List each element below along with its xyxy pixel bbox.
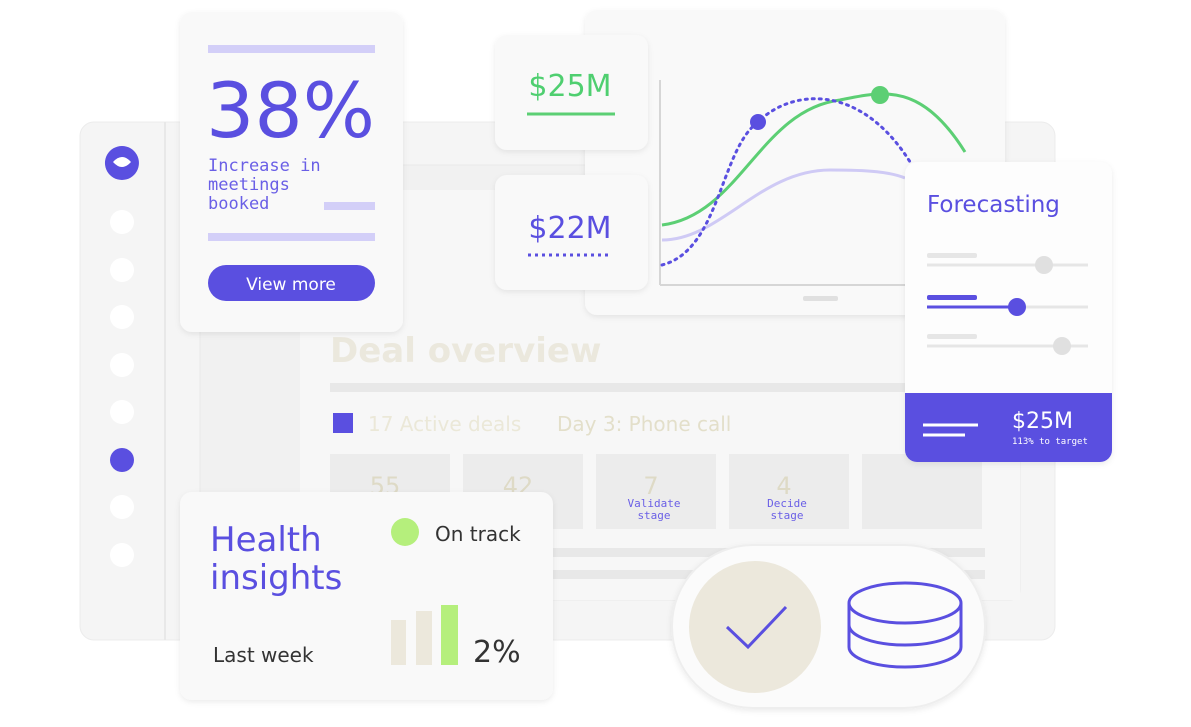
button-label[interactable]: View more [246,275,336,295]
health-title-line: insights [210,558,342,598]
check-icon [725,605,788,650]
forecasting-card [905,162,1112,462]
curve-point [750,114,766,130]
nav-dot[interactable] [110,258,134,282]
slider-thumb[interactable] [1008,298,1026,316]
stat-label: Decide [767,497,807,510]
forecast-footer [905,393,1112,462]
status: On track [435,522,521,546]
nav-dot[interactable] [110,353,134,377]
forecast-title: Forecasting [927,192,1060,218]
slider-label [927,295,977,300]
slider-label [927,253,977,258]
view-more-button[interactable] [208,265,375,301]
amount: $22M [528,211,611,246]
row-line [330,570,985,579]
amount-card [495,175,648,290]
stat: 38% [206,66,375,155]
nav-dot-active[interactable] [110,448,134,472]
mini-bar [391,620,406,665]
chart-panel [585,10,1005,315]
step: Day 3: Phone call [557,412,731,436]
period: Last week [213,643,314,667]
description-line: meetings [208,175,290,195]
status-dot [391,518,419,546]
stat-value: 7 [643,472,658,500]
stat-label: Validate [628,497,681,510]
legend-square [333,413,353,433]
meetings-card [180,12,403,332]
slider-label [927,334,977,339]
stat-box [729,454,849,529]
nav-dot[interactable] [110,543,134,567]
description-line: Increase in [208,156,321,176]
slider-thumb[interactable] [1053,337,1071,355]
stat-box [862,454,982,529]
logo-mark [113,157,131,167]
deal-title: Deal overview [330,331,601,371]
description-line: booked [208,194,269,214]
amount: $25M [528,69,611,104]
stat-box [596,454,716,529]
check-button[interactable] [689,561,821,693]
placeholder-bar [208,233,375,241]
nav-dot[interactable] [110,400,134,424]
amount-card [495,35,648,150]
row-line [330,548,985,557]
nav-dot[interactable] [110,495,134,519]
health-card [180,492,553,700]
sliders [927,253,1088,355]
placeholder-bar [324,202,375,210]
divider [330,383,1020,392]
change: 2% [473,635,521,670]
forecast-amount: $25M [1012,409,1073,434]
stat-label: stage [770,509,803,522]
forecast-target: 113% to target [1012,437,1088,447]
active-deals: 17 Active deals [368,412,521,436]
chart-handle [803,296,838,301]
nav-dot[interactable] [110,210,134,234]
stat-value: 4 [776,472,791,500]
health-title-line: Health [210,520,322,560]
curve-point [871,86,889,104]
nav-dot[interactable] [110,305,134,329]
stat-label: stage [637,509,670,522]
sidebar-dots [110,210,134,567]
slider-thumb[interactable] [1035,256,1053,274]
curve-green [661,92,967,227]
mini-bar [441,605,458,665]
coin-icon[interactable] [847,581,963,669]
mini-bar [416,611,432,665]
placeholder-bar [208,45,375,53]
